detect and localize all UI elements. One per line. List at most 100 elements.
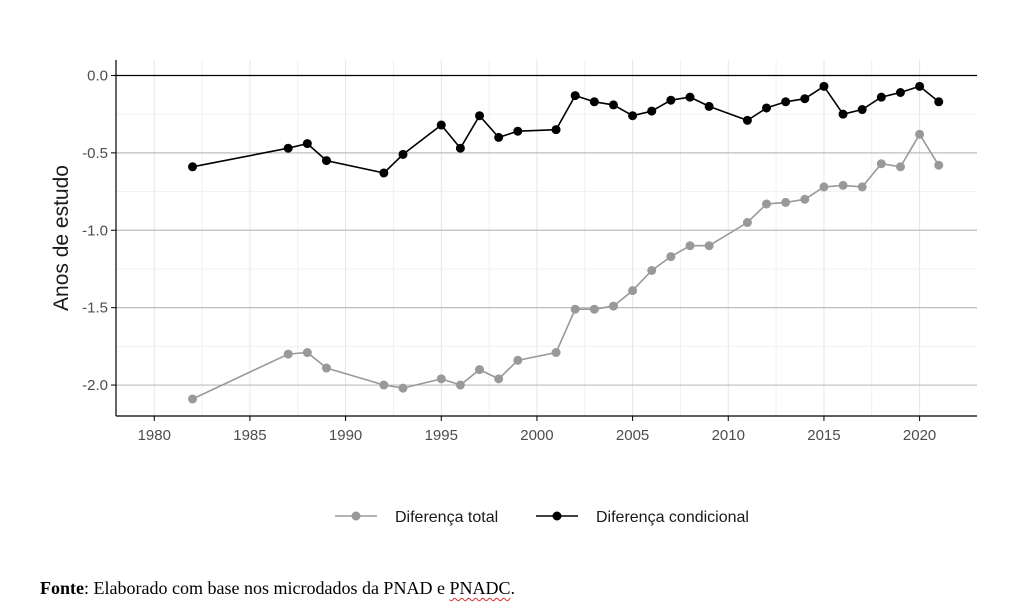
data-point [302,139,312,149]
data-point [704,101,714,111]
data-point [781,197,791,207]
data-point [379,380,389,390]
x-tick-label: 2020 [903,427,936,444]
data-point [781,97,791,107]
y-axis-ticks: 0.0 -0.5 -1.0 -1.5 -2.0 [82,67,116,394]
data-point [436,374,446,384]
data-point [608,100,618,110]
data-point [915,129,925,139]
source-text: Elaborado com base nos microdados da PNA… [93,578,450,598]
x-tick-label: 2015 [807,427,840,444]
data-point [876,159,886,169]
data-point [685,92,695,102]
legend-marker [552,511,562,521]
series-line [192,132,940,400]
data-point [188,162,198,172]
data-point [838,180,848,190]
x-tick-label: 1990 [329,427,362,444]
data-point [666,252,676,262]
data-point [800,194,810,204]
data-point [628,286,638,296]
data-point [704,241,714,251]
data-point [188,394,198,404]
y-tick-label: -0.5 [82,145,108,162]
data-point [608,301,618,311]
data-point [494,132,504,142]
data-point [742,115,752,125]
data-point [895,88,905,98]
data-point [551,348,561,358]
data-point [494,374,504,384]
grid-minor [116,60,977,416]
source-text-flagged: PNADC [449,578,511,598]
data-point [513,126,523,136]
y-tick-label: 0.0 [87,67,108,84]
legend-marker [351,511,361,521]
x-tick-label: 1980 [138,427,171,444]
y-tick-label: -1.5 [82,300,108,317]
data-point [819,81,829,91]
data-point [762,103,772,113]
y-axis-title: Anos de estudo [50,165,73,311]
x-tick-label: 1985 [233,427,266,444]
data-point [685,241,695,251]
data-point [513,355,523,365]
series-line [192,85,940,174]
grid-major [116,60,977,416]
data-point [895,162,905,172]
source-note: Fonte: Elaborado com base nos microdados… [40,578,515,599]
source-text-end: . [510,578,515,598]
data-point [302,348,312,358]
legend-item: Diferença condicional [536,509,749,526]
source-label: Fonte [40,578,84,598]
data-point [742,218,752,228]
data-point [915,81,925,91]
x-tick-label: 1995 [425,427,458,444]
data-point [570,91,580,101]
legend-item: Diferença total [335,509,498,526]
data-point [283,143,293,153]
line-chart: 1980 1985 1990 1995 2000 2005 2010 2015 2020 0.0… [50,60,977,526]
data-point [762,199,772,209]
data-point [589,97,599,107]
data-point [475,365,485,375]
legend-label: Diferença condicional [596,509,749,526]
legend-label: Diferença total [395,509,498,526]
y-tick-label: -2.0 [82,377,108,394]
data-point [647,266,657,276]
data-point [800,94,810,104]
data-point [398,149,408,159]
data-point [551,125,561,135]
series-layer [188,81,944,404]
data-point [455,143,465,153]
data-point [570,304,580,314]
data-point [857,182,867,192]
data-point [934,160,944,170]
data-point [283,349,293,359]
source-separator: : [84,578,94,598]
data-point [321,363,331,373]
data-point [819,182,829,192]
x-tick-label: 2010 [712,427,745,444]
x-tick-label: 2005 [616,427,649,444]
data-point [436,120,446,130]
y-tick-label: -1.0 [82,222,108,239]
data-point [934,97,944,107]
x-axis-ticks: 1980 1985 1990 1995 2000 2005 2010 2015 2020 [138,416,936,444]
data-point [628,111,638,121]
data-point [857,105,867,115]
data-point [455,380,465,390]
legend: Diferença total Diferença condicional [335,509,749,526]
data-point [647,106,657,116]
data-point [398,383,408,393]
data-point [321,156,331,166]
series-diferenca-total [188,129,944,404]
data-point [838,109,848,119]
data-point [589,304,599,314]
data-point [379,168,389,178]
data-point [475,111,485,121]
data-point [876,92,886,102]
x-tick-label: 2000 [520,427,553,444]
data-point [666,95,676,105]
series-diferenca-condicional [188,81,944,178]
